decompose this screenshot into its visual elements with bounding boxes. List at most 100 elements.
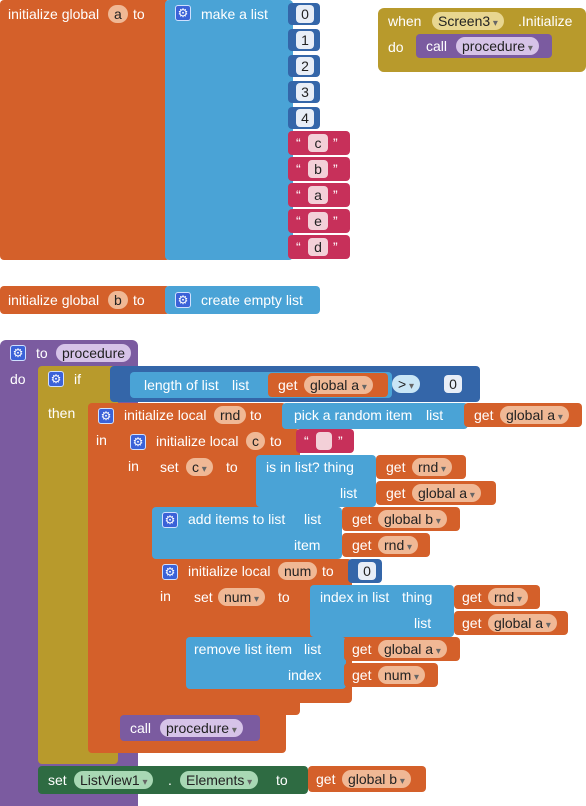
variable-dropdown[interactable]: global a <box>304 376 373 394</box>
set-c-block[interactable]: set c to <box>152 455 262 507</box>
mutator-gear-icon[interactable]: ⚙ <box>130 434 146 450</box>
mutator-gear-icon[interactable]: ⚙ <box>162 512 178 528</box>
mutator-gear-icon[interactable]: ⚙ <box>10 345 26 361</box>
local-c-name-field[interactable]: c <box>246 432 265 450</box>
mutator-gear-icon[interactable]: ⚙ <box>98 408 114 424</box>
add-items-to-list-block[interactable]: ⚙ add items to list list item <box>152 507 342 559</box>
text-block[interactable]: “ b ” <box>288 157 350 181</box>
number-value[interactable]: 1 <box>296 31 314 49</box>
variable-dropdown[interactable]: global b <box>378 510 447 528</box>
global-b-name-field[interactable]: b <box>108 291 128 309</box>
variable-dropdown[interactable]: rnd <box>412 458 453 476</box>
index-label: index <box>288 667 322 683</box>
global-a-prefix: initialize global <box>8 6 100 22</box>
global-b-block[interactable]: initialize global b to <box>0 286 170 314</box>
procedure-name-field[interactable]: procedure <box>56 344 132 362</box>
variable-dropdown[interactable]: global a <box>500 406 569 424</box>
number-value[interactable]: 0 <box>296 5 314 23</box>
number-value[interactable]: 2 <box>296 57 314 75</box>
make-a-list-block[interactable]: ⚙ make a list <box>165 0 293 260</box>
get-rnd-block[interactable]: get rnd <box>342 533 430 557</box>
is-in-list-block[interactable]: is in list? thing list <box>256 455 376 507</box>
get-global-b-block[interactable]: get global b <box>342 507 460 531</box>
get-num-block[interactable]: get num <box>344 663 438 687</box>
get-global-a-block[interactable]: get global a <box>268 373 388 397</box>
get-label: get <box>352 667 372 683</box>
add-items-label: add items to list <box>188 511 286 527</box>
empty-text-block[interactable]: “ ” <box>296 429 354 453</box>
text-block[interactable]: “ d ” <box>288 235 350 259</box>
number-block[interactable]: 3 <box>288 81 320 103</box>
number-block[interactable]: 2 <box>288 55 320 77</box>
number-block[interactable]: 4 <box>288 107 320 129</box>
procedure-dropdown[interactable]: procedure <box>160 719 243 737</box>
component-dropdown[interactable]: Screen3 <box>432 12 504 30</box>
local-rnd-name-field[interactable]: rnd <box>214 406 247 424</box>
mutator-gear-icon[interactable]: ⚙ <box>175 292 191 308</box>
number-block[interactable]: 1 <box>288 29 320 51</box>
call-procedure-block[interactable]: call procedure <box>120 715 260 741</box>
number-block[interactable]: 0 <box>348 559 382 583</box>
text-block[interactable]: “ a ” <box>288 183 350 207</box>
do-label: do <box>10 371 26 387</box>
variable-dropdown[interactable]: c <box>186 458 213 476</box>
open-quote: “ <box>304 433 309 449</box>
component-dropdown[interactable]: ListView1 <box>74 771 154 789</box>
number-block[interactable]: 0 <box>288 3 320 25</box>
number-value[interactable]: 0 <box>358 562 376 580</box>
to-label: to <box>276 772 288 788</box>
variable-dropdown[interactable]: global a <box>412 484 481 502</box>
compare-operator-dropdown[interactable]: > <box>392 375 420 393</box>
get-rnd-block[interactable]: get rnd <box>454 585 540 609</box>
pick-random-item-block[interactable]: pick a random item list <box>282 403 468 429</box>
property-dropdown[interactable]: Elements <box>180 771 259 789</box>
text-value[interactable]: b <box>308 160 328 178</box>
set-num-block[interactable]: set num to <box>186 585 314 637</box>
call-procedure-block[interactable]: call procedure <box>416 34 552 58</box>
compare-zero-value[interactable]: 0 <box>444 375 462 393</box>
number-value[interactable]: 3 <box>296 83 314 101</box>
get-global-a-block[interactable]: get global a <box>376 481 496 505</box>
then-label: then <box>48 405 76 421</box>
variable-dropdown[interactable]: rnd <box>378 536 419 554</box>
variable-dropdown[interactable]: global a <box>378 640 447 658</box>
mutator-gear-icon[interactable]: ⚙ <box>48 371 64 387</box>
local-num-name-field[interactable]: num <box>278 562 318 580</box>
procedure-dropdown[interactable]: procedure <box>456 37 539 55</box>
create-empty-list-block[interactable]: ⚙ create empty list <box>165 286 320 314</box>
mutator-gear-icon[interactable]: ⚙ <box>175 5 191 21</box>
text-value[interactable]: d <box>308 238 328 256</box>
text-value[interactable]: a <box>308 186 328 204</box>
get-global-b-block[interactable]: get global b <box>308 766 426 792</box>
close-quote: ” <box>333 135 338 151</box>
variable-dropdown[interactable]: rnd <box>488 588 529 606</box>
get-global-a-block[interactable]: get global a <box>454 611 568 635</box>
index-in-list-block[interactable]: index in list thing list <box>310 585 454 637</box>
in-label: in <box>128 458 139 474</box>
get-rnd-block[interactable]: get rnd <box>376 455 466 479</box>
variable-dropdown[interactable]: global b <box>342 770 411 788</box>
get-label: get <box>462 589 482 605</box>
variable-dropdown[interactable]: num <box>378 666 426 684</box>
variable-dropdown[interactable]: num <box>218 588 266 606</box>
remove-list-item-block[interactable]: remove list item list index <box>186 637 346 689</box>
get-global-a-block[interactable]: get global a <box>464 403 582 427</box>
open-quote: “ <box>296 239 301 255</box>
mutator-gear-icon[interactable]: ⚙ <box>162 564 178 580</box>
text-value[interactable]: c <box>308 134 328 152</box>
number-value[interactable]: 4 <box>296 109 314 127</box>
text-block[interactable]: “ c ” <box>288 131 350 155</box>
set-listview-elements-block[interactable]: set ListView1 . Elements to <box>38 766 308 794</box>
global-a-name-field[interactable]: a <box>108 5 128 23</box>
text-value[interactable]: e <box>308 212 328 230</box>
empty-text-value[interactable] <box>316 432 332 450</box>
global-a-block[interactable]: initialize global a to <box>0 0 170 260</box>
get-label: get <box>352 511 372 527</box>
get-label: get <box>386 459 406 475</box>
text-block[interactable]: “ e ” <box>288 209 350 233</box>
variable-dropdown[interactable]: global a <box>488 614 557 632</box>
pick-random-label: pick a random item <box>294 407 413 423</box>
list-label: list <box>414 615 432 631</box>
set-label: set <box>160 459 179 475</box>
get-global-a-block[interactable]: get global a <box>344 637 460 661</box>
